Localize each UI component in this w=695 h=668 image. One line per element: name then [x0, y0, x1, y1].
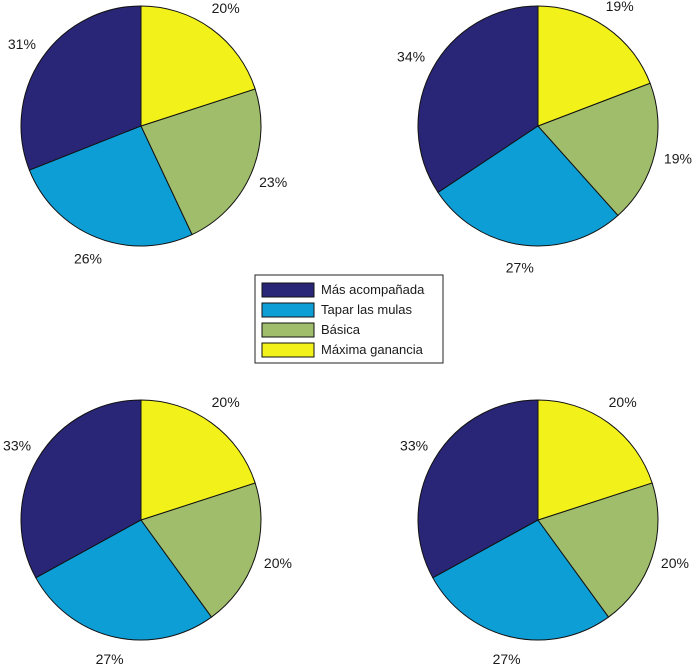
pie-3-slice-mas-acompanada: [20, 399, 142, 579]
pie-4-slice-basica: [537, 482, 659, 618]
pie-4-label-mas-acompanada: 33%: [400, 437, 428, 453]
pie-2-label-mas-acompanada: 34%: [397, 49, 425, 65]
legend-label-basica: Básica: [321, 322, 361, 337]
pie-2-slice-tapar-las-mulas: [437, 125, 619, 247]
pie-4-label-maxima-ganancia: 20%: [609, 394, 637, 410]
pie-1-label-mas-acompanada: 31%: [8, 36, 36, 52]
pie-4-label-basica: 20%: [661, 555, 689, 571]
legend-swatch-maxima-ganancia: [261, 342, 315, 358]
pie-1-slice-maxima-ganancia: [140, 5, 256, 127]
pie-3-label-basica: 20%: [264, 555, 292, 571]
pie-2-label-basica: 19%: [664, 151, 692, 167]
legend-swatch-tapar-las-mulas: [261, 302, 315, 318]
legend-swatch-mas-acompanada: [261, 282, 315, 298]
pie-chart-4: 33% 27% 20% 20%: [400, 394, 689, 667]
pie-1-label-tapar-las-mulas: 26%: [74, 251, 102, 267]
pie-charts-group: 31% 26% 23% 20% 34% 27% 19% 19% 33% 27% 20% 20% 33% 2…: [3, 0, 692, 667]
pie-3-label-mas-acompanada: 33%: [3, 437, 31, 453]
pie-1-label-basica: 23%: [259, 174, 287, 190]
pie-4-slice-mas-acompanada: [417, 399, 539, 579]
pie-1-slice-basica: [140, 88, 262, 236]
pie-2-slice-maxima-ganancia: [537, 5, 651, 127]
pie-1-slice-tapar-las-mulas: [28, 125, 193, 247]
pie-2-label-maxima-ganancia: 19%: [606, 0, 634, 14]
pie-3-label-tapar-las-mulas: 27%: [96, 651, 124, 667]
pie-4-label-tapar-las-mulas: 27%: [493, 651, 521, 667]
legend-label-tapar-las-mulas: Tapar las mulas: [321, 302, 413, 317]
pie-3-slice-tapar-las-mulas: [35, 519, 213, 641]
pie-3-label-maxima-ganancia: 20%: [212, 394, 240, 410]
legend: Más acompañada Tapar las mulas Básica Máxim…: [254, 274, 444, 364]
pie-4-slice-tapar-las-mulas: [432, 519, 610, 641]
pie-2-slice-basica: [537, 82, 659, 217]
pie-3-slice-maxima-ganancia: [140, 399, 256, 521]
legend-label-maxima-ganancia: Máxima ganancia: [321, 342, 424, 357]
pie-chart-2: 34% 27% 19% 19%: [397, 0, 692, 276]
pie-3-slice-basica: [140, 482, 262, 618]
pie-1-slice-mas-acompanada: [20, 5, 142, 171]
pie-4-slice-maxima-ganancia: [537, 399, 653, 521]
legend-label-mas-acompanada: Más acompañada: [321, 282, 425, 297]
legend-swatch-basica: [261, 322, 315, 338]
pie-1-label-maxima-ganancia: 20%: [212, 0, 240, 16]
pie-chart-1: 31% 26% 23% 20%: [8, 0, 287, 266]
pie-2-label-tapar-las-mulas: 27%: [506, 260, 534, 276]
pie-chart-3: 33% 27% 20% 20%: [3, 394, 292, 667]
